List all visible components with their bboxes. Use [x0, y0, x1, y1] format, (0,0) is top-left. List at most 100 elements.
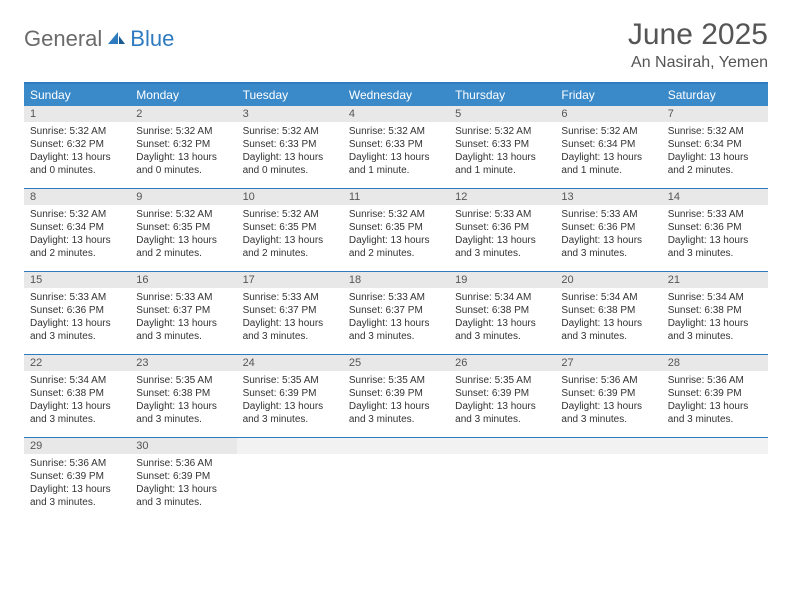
day-number: 21 [662, 272, 768, 288]
calendar-day: 19Sunrise: 5:34 AMSunset: 6:38 PMDayligh… [449, 272, 555, 354]
sunrise-line: Sunrise: 5:35 AM [136, 375, 212, 386]
day-details: Sunrise: 5:34 AMSunset: 6:38 PMDaylight:… [555, 288, 661, 349]
calendar-day: 4Sunrise: 5:32 AMSunset: 6:33 PMDaylight… [343, 106, 449, 188]
daylight-line: Daylight: 13 hours and 0 minutes. [243, 152, 324, 176]
day-number: 25 [343, 355, 449, 371]
sunrise-line: Sunrise: 5:36 AM [30, 458, 106, 469]
daylight-line: Daylight: 13 hours and 2 minutes. [30, 235, 111, 259]
weekday-header: Sunday [24, 84, 130, 106]
sunrise-line: Sunrise: 5:32 AM [349, 126, 425, 137]
sunrise-line: Sunrise: 5:32 AM [30, 209, 106, 220]
daylight-line: Daylight: 13 hours and 3 minutes. [243, 401, 324, 425]
weekday-header-row: SundayMondayTuesdayWednesdayThursdayFrid… [24, 84, 768, 106]
daylight-line: Daylight: 13 hours and 0 minutes. [136, 152, 217, 176]
calendar-week: 15Sunrise: 5:33 AMSunset: 6:36 PMDayligh… [24, 271, 768, 354]
daylight-line: Daylight: 13 hours and 2 minutes. [349, 235, 430, 259]
day-number [343, 438, 449, 454]
calendar-day: 1Sunrise: 5:32 AMSunset: 6:32 PMDaylight… [24, 106, 130, 188]
day-details: Sunrise: 5:36 AMSunset: 6:39 PMDaylight:… [662, 371, 768, 432]
day-number: 6 [555, 106, 661, 122]
calendar-week: 8 Sunrise: 5:32 AM Sunset: 6:34 PM Daylight… [24, 188, 768, 271]
day-details: Sunrise: 5:32 AMSunset: 6:32 PMDaylight:… [24, 122, 130, 183]
sunrise-line: Sunrise: 5:32 AM [668, 126, 744, 137]
sunset-line: Sunset: 6:37 PM [136, 305, 210, 316]
daylight-line: Daylight: 13 hours and 3 minutes. [561, 318, 642, 342]
day-details: Sunrise: 5:33 AMSunset: 6:37 PMDaylight:… [130, 288, 236, 349]
calendar-day: 24Sunrise: 5:35 AMSunset: 6:39 PMDayligh… [237, 355, 343, 437]
day-number: 1 [24, 106, 130, 122]
calendar-body: 1Sunrise: 5:32 AMSunset: 6:32 PMDaylight… [24, 106, 768, 520]
daylight-line: Daylight: 13 hours and 2 minutes. [668, 152, 749, 176]
sunset-line: Sunset: 6:39 PM [455, 388, 529, 399]
weekday-header: Thursday [449, 84, 555, 106]
sunrise-line: Sunrise: 5:33 AM [349, 292, 425, 303]
day-details: Sunrise: 5:34 AMSunset: 6:38 PMDaylight:… [662, 288, 768, 349]
day-number: 8 [24, 189, 130, 205]
sunrise-line: Sunrise: 5:32 AM [561, 126, 637, 137]
calendar-day: 25Sunrise: 5:35 AMSunset: 6:39 PMDayligh… [343, 355, 449, 437]
day-number: 9 [130, 189, 236, 205]
day-number [555, 438, 661, 454]
calendar-day: 13Sunrise: 5:33 AMSunset: 6:36 PMDayligh… [555, 189, 661, 271]
day-details: Sunrise: 5:34 AMSunset: 6:38 PMDaylight:… [24, 371, 130, 432]
calendar-day: 20Sunrise: 5:34 AMSunset: 6:38 PMDayligh… [555, 272, 661, 354]
day-details: Sunrise: 5:35 AMSunset: 6:39 PMDaylight:… [343, 371, 449, 432]
day-details: Sunrise: 5:35 AMSunset: 6:39 PMDaylight:… [237, 371, 343, 432]
day-details: Sunrise: 5:33 AMSunset: 6:36 PMDaylight:… [555, 205, 661, 266]
logo-text-blue: Blue [130, 26, 174, 52]
calendar-day: 11 Sunrise: 5:32 AM Sunset: 6:35 PM Dayligh… [343, 189, 449, 271]
sunrise-line: Sunrise: 5:33 AM [455, 209, 531, 220]
day-details: Sunrise: 5:33 AMSunset: 6:37 PMDaylight:… [237, 288, 343, 349]
sunrise-line: Sunrise: 5:34 AM [30, 375, 106, 386]
daylight-line: Daylight: 13 hours and 3 minutes. [30, 401, 111, 425]
sunrise-line: Sunrise: 5:33 AM [668, 209, 744, 220]
daylight-line: Daylight: 13 hours and 3 minutes. [455, 401, 536, 425]
day-details: Sunrise: 5:34 AMSunset: 6:38 PMDaylight:… [449, 288, 555, 349]
day-number: 3 [237, 106, 343, 122]
sunrise-line: Sunrise: 5:36 AM [136, 458, 212, 469]
sunset-line: Sunset: 6:38 PM [668, 305, 742, 316]
day-number: 11 [343, 189, 449, 205]
sunset-line: Sunset: 6:37 PM [243, 305, 317, 316]
day-details: Sunrise: 5:35 AMSunset: 6:38 PMDaylight:… [130, 371, 236, 432]
day-number: 22 [24, 355, 130, 371]
sunset-line: Sunset: 6:36 PM [561, 222, 635, 233]
logo: General Blue [24, 18, 174, 52]
daylight-line: Daylight: 13 hours and 3 minutes. [455, 235, 536, 259]
sunrise-line: Sunrise: 5:33 AM [136, 292, 212, 303]
day-number: 16 [130, 272, 236, 288]
sunrise-line: Sunrise: 5:33 AM [30, 292, 106, 303]
day-details: Sunrise: 5:36 AMSunset: 6:39 PMDaylight:… [130, 454, 236, 515]
day-number: 20 [555, 272, 661, 288]
daylight-line: Daylight: 13 hours and 3 minutes. [349, 318, 430, 342]
daylight-line: Daylight: 13 hours and 1 minute. [455, 152, 536, 176]
weekday-header: Monday [130, 84, 236, 106]
sunset-line: Sunset: 6:34 PM [30, 222, 104, 233]
sunrise-line: Sunrise: 5:32 AM [136, 209, 212, 220]
day-details: Sunrise: 5:32 AMSunset: 6:33 PMDaylight:… [237, 122, 343, 183]
page-title: June 2025 [628, 18, 768, 52]
day-number: 26 [449, 355, 555, 371]
calendar-day: 23Sunrise: 5:35 AMSunset: 6:38 PMDayligh… [130, 355, 236, 437]
sunrise-line: Sunrise: 5:36 AM [668, 375, 744, 386]
sunset-line: Sunset: 6:39 PM [30, 471, 104, 482]
daylight-line: Daylight: 13 hours and 3 minutes. [668, 318, 749, 342]
calendar-day: 21Sunrise: 5:34 AMSunset: 6:38 PMDayligh… [662, 272, 768, 354]
sunrise-line: Sunrise: 5:35 AM [349, 375, 425, 386]
daylight-line: Daylight: 13 hours and 1 minute. [561, 152, 642, 176]
calendar-day: 30Sunrise: 5:36 AMSunset: 6:39 PMDayligh… [130, 438, 236, 520]
daylight-line: Daylight: 13 hours and 3 minutes. [455, 318, 536, 342]
calendar-day [662, 438, 768, 520]
logo-text-general: General [24, 26, 102, 52]
calendar-day: 2Sunrise: 5:32 AMSunset: 6:32 PMDaylight… [130, 106, 236, 188]
day-details: Sunrise: 5:32 AMSunset: 6:33 PMDaylight:… [449, 122, 555, 183]
sunrise-line: Sunrise: 5:32 AM [349, 209, 425, 220]
day-number: 10 [237, 189, 343, 205]
daylight-line: Daylight: 13 hours and 2 minutes. [243, 235, 324, 259]
day-details: Sunrise: 5:32 AMSunset: 6:34 PMDaylight:… [662, 122, 768, 183]
calendar-day: 15Sunrise: 5:33 AMSunset: 6:36 PMDayligh… [24, 272, 130, 354]
day-details: Sunrise: 5:36 AMSunset: 6:39 PMDaylight:… [555, 371, 661, 432]
sunset-line: Sunset: 6:35 PM [349, 222, 423, 233]
calendar-day: 14Sunrise: 5:33 AMSunset: 6:36 PMDayligh… [662, 189, 768, 271]
sunset-line: Sunset: 6:38 PM [136, 388, 210, 399]
